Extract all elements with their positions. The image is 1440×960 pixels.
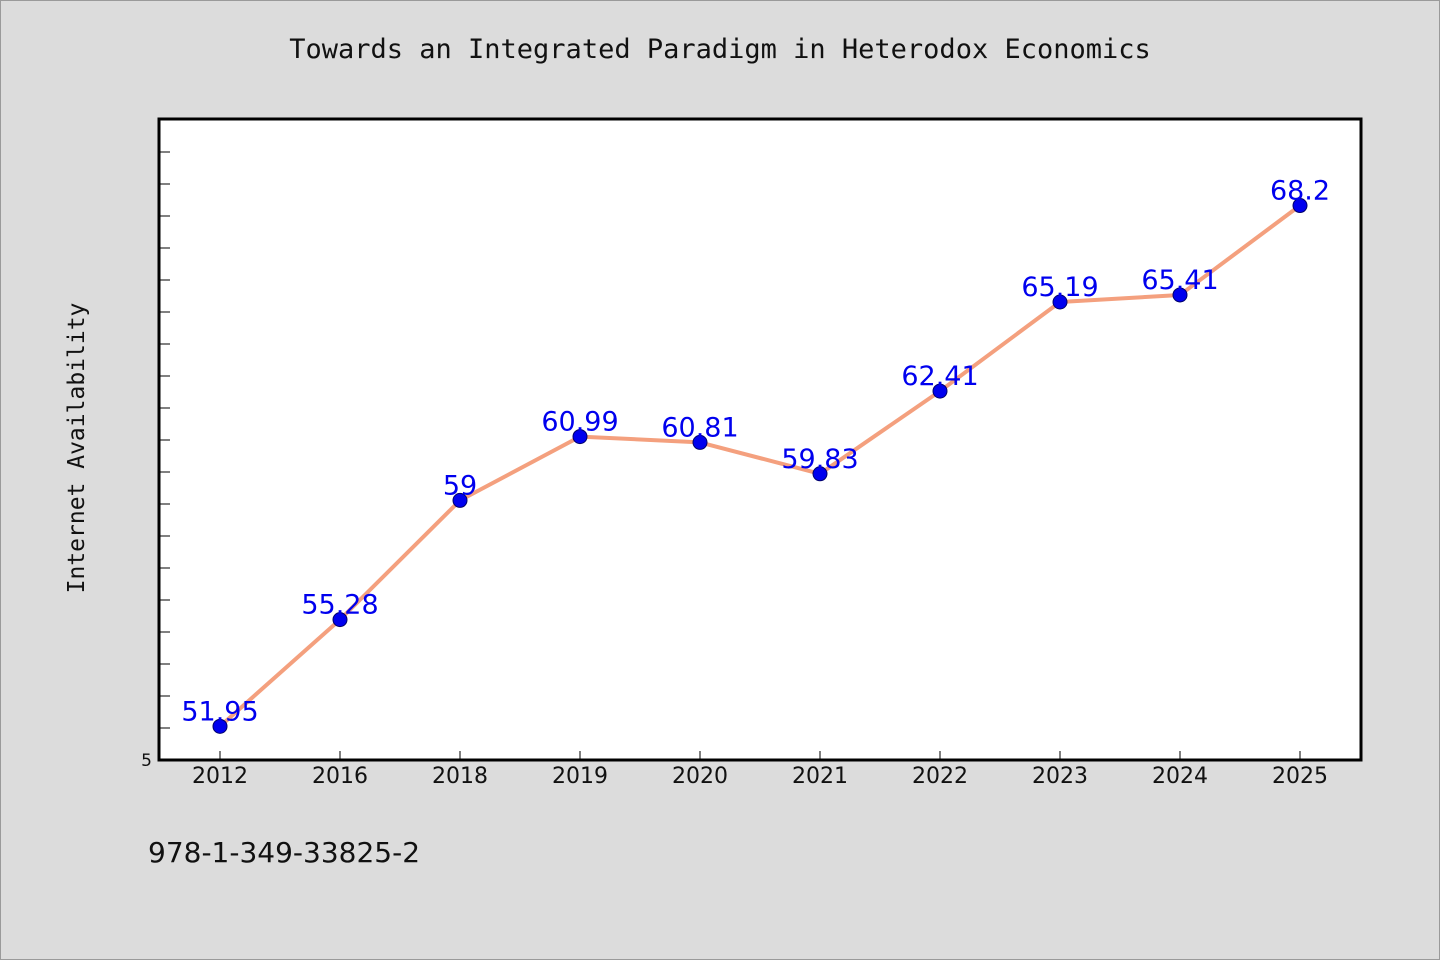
data-point [1052,294,1068,310]
data-labels: 51.95 55.28 59 60.99 60.81 59.83 62.41 65.19 65.… [181,176,1330,728]
y-axis-label: Internet Availability [64,303,90,594]
x-tick-label: 2024 [1152,764,1208,789]
x-tick-label: 2019 [552,764,608,789]
data-label: 60.99 [541,407,618,438]
x-tick-label: 2012 [192,764,248,789]
markers [212,198,1308,734]
y-minor-ticks [159,151,170,729]
series-line [218,203,1302,729]
data-label: 51.95 [181,696,258,727]
data-label: 65.41 [1141,265,1218,296]
data-label: 55.28 [301,590,378,621]
x-tick-label: 2016 [312,764,368,789]
data-point [452,492,468,508]
series-polyline [218,203,1302,729]
x-tick-label: 2023 [1032,764,1088,789]
data-label: 59 [443,470,477,501]
data-point [212,718,228,734]
chart-title: Towards an Integrated Paradigm in Hetero… [289,34,1151,65]
data-point [812,466,828,482]
data-point [572,429,588,445]
x-ticks: 2012 2016 2018 2019 2020 2021 2022 2023 2024 2025 [192,751,1328,789]
data-point [932,383,948,399]
data-label: 68.2 [1270,176,1330,207]
data-point [692,434,708,450]
data-label: 59.83 [781,444,858,475]
data-label: 60.81 [661,412,738,443]
data-point [332,612,348,628]
data-point [1172,287,1188,303]
y-tick-label: 5 [141,751,152,771]
plot-area [157,117,1363,762]
x-tick-label: 2020 [672,764,728,789]
x-tick-label: 2021 [792,764,848,789]
x-tick-label: 2022 [912,764,968,789]
x-tick-label: 2018 [432,764,488,789]
data-point [1292,198,1308,214]
x-tick-label: 2025 [1272,764,1328,789]
data-label: 65.19 [1021,272,1098,303]
data-label: 62.41 [901,361,978,392]
isbn-text: 978-1-349-33825-2 [148,836,421,869]
